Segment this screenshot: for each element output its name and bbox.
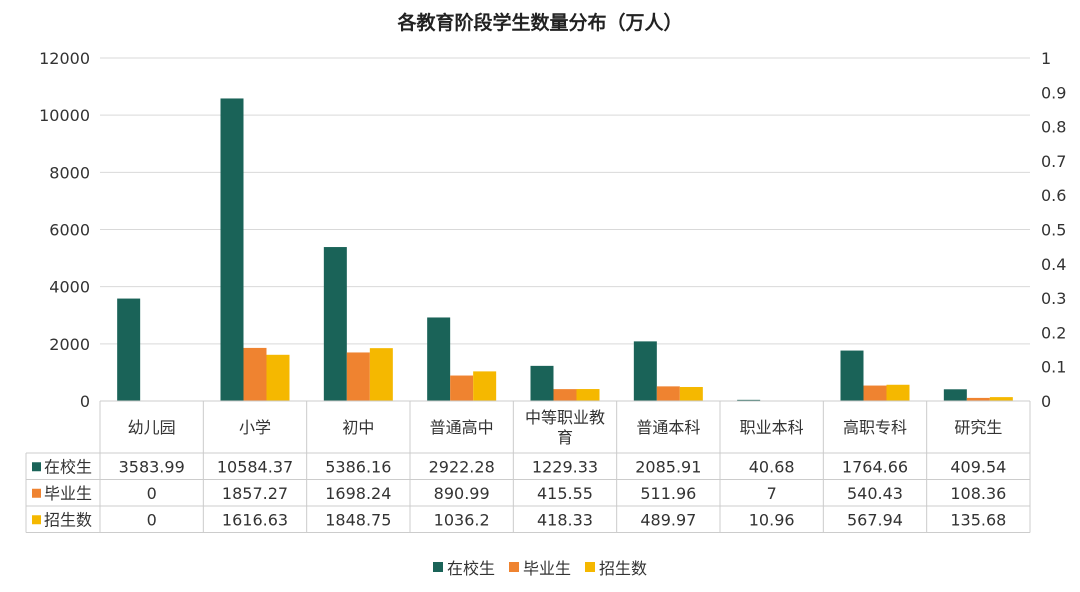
legend-label-1: 毕业生 bbox=[522, 559, 571, 578]
table-cell: 5386.16 bbox=[325, 457, 391, 476]
table-cell: 2085.91 bbox=[635, 457, 701, 476]
bar-1[interactable] bbox=[243, 347, 267, 401]
y-left-tick-label: 0 bbox=[80, 392, 90, 411]
legend: 在校生 毕业生 招生数 bbox=[0, 555, 1080, 579]
category-label: 初中 bbox=[342, 418, 374, 437]
y-left-tick-label: 4000 bbox=[49, 278, 90, 297]
bar-0[interactable] bbox=[530, 365, 554, 401]
bar-2[interactable] bbox=[679, 386, 703, 401]
chart-title: 各教育阶段学生数量分布（万人） bbox=[397, 12, 683, 34]
legend-swatch-0 bbox=[432, 562, 443, 572]
category-label: 幼儿园 bbox=[128, 418, 176, 437]
legend-label-2: 招生数 bbox=[599, 559, 648, 578]
table-cell: 40.68 bbox=[749, 457, 795, 476]
bar-0[interactable] bbox=[633, 341, 657, 401]
bar-2[interactable] bbox=[989, 397, 1013, 401]
table-cell: 135.68 bbox=[950, 510, 1006, 529]
row-header-1: 毕业生 bbox=[44, 484, 92, 503]
bar-1[interactable] bbox=[966, 397, 990, 401]
y-right-tick-label: 0.8 bbox=[1041, 118, 1066, 137]
y-right-tick-label: 0.4 bbox=[1041, 255, 1066, 274]
bar-2[interactable] bbox=[886, 384, 910, 401]
table-cell: 409.54 bbox=[950, 457, 1006, 476]
table-cell: 1764.66 bbox=[842, 457, 908, 476]
bar-0[interactable] bbox=[840, 350, 864, 401]
table-cell: 3583.99 bbox=[119, 457, 185, 476]
legend-label-0: 在校生 bbox=[446, 559, 495, 578]
category-label: 高职专科 bbox=[843, 418, 907, 437]
legend-item-0[interactable]: 在校生 bbox=[432, 555, 495, 579]
bar-2[interactable] bbox=[576, 389, 600, 401]
table-cell: 1036.2 bbox=[434, 510, 490, 529]
y-left-tick-label: 12000 bbox=[39, 49, 90, 68]
category-label: 中等职业教 bbox=[525, 408, 605, 427]
table-cell: 0 bbox=[147, 510, 157, 529]
table-cell: 10.96 bbox=[749, 510, 795, 529]
row-swatch-1 bbox=[32, 488, 41, 498]
axes: 0 2000 4000 6000 8000 10000 12000 0 0.1 0.2 0.3 0.4… bbox=[39, 49, 1066, 411]
row-swatch-0 bbox=[32, 462, 41, 472]
table-cell: 108.36 bbox=[950, 484, 1006, 503]
table-cell: 511.96 bbox=[640, 484, 696, 503]
y-left-tick-label: 10000 bbox=[39, 106, 90, 125]
y-right-tick-label: 0.7 bbox=[1041, 152, 1066, 171]
table-cell: 418.33 bbox=[537, 510, 593, 529]
bar-0[interactable] bbox=[737, 399, 761, 401]
legend-item-2[interactable]: 招生数 bbox=[585, 555, 647, 579]
row-header-0: 在校生 bbox=[44, 457, 92, 476]
bar-2[interactable] bbox=[369, 348, 393, 401]
y-right-tick-label: 0.5 bbox=[1041, 221, 1066, 240]
bar-0[interactable] bbox=[117, 298, 141, 401]
bar-1[interactable] bbox=[863, 385, 887, 401]
category-label: 普通高中 bbox=[430, 418, 494, 437]
table-cell: 7 bbox=[767, 484, 777, 503]
table-cell: 10584.37 bbox=[217, 457, 293, 476]
bar-1[interactable] bbox=[450, 375, 474, 401]
table-cell: 489.97 bbox=[640, 510, 696, 529]
table-cell: 890.99 bbox=[434, 484, 490, 503]
table-cell: 567.94 bbox=[847, 510, 903, 529]
bar-2[interactable] bbox=[473, 371, 497, 401]
bar-0[interactable] bbox=[220, 98, 244, 401]
bar-0[interactable] bbox=[427, 317, 451, 401]
table-cell: 540.43 bbox=[847, 484, 903, 503]
bar-0[interactable] bbox=[943, 389, 967, 401]
row-swatch-2 bbox=[32, 515, 41, 525]
legend-swatch-2 bbox=[585, 562, 595, 572]
bar-0[interactable] bbox=[323, 247, 347, 401]
y-right-tick-label: 0 bbox=[1041, 392, 1051, 411]
legend-item-1[interactable]: 毕业生 bbox=[508, 555, 571, 579]
y-right-tick-label: 0.2 bbox=[1041, 323, 1066, 342]
category-label: 小学 bbox=[239, 418, 271, 437]
y-right-tick-label: 0.3 bbox=[1041, 289, 1066, 308]
y-right-tick-label: 1 bbox=[1041, 49, 1051, 68]
table-cell: 1616.63 bbox=[222, 510, 288, 529]
table-cell: 0 bbox=[147, 484, 157, 503]
y-right-tick-label: 0.1 bbox=[1041, 358, 1066, 377]
y-left-tick-label: 2000 bbox=[49, 335, 90, 354]
table-cell: 1698.24 bbox=[325, 484, 391, 503]
row-header-2: 招生数 bbox=[44, 510, 92, 529]
y-left-tick-label: 8000 bbox=[49, 163, 90, 182]
category-label: 普通本科 bbox=[636, 418, 700, 437]
category-label: 研究生 bbox=[954, 418, 1002, 437]
table-cell: 415.55 bbox=[537, 484, 593, 503]
table-cell: 1229.33 bbox=[532, 457, 598, 476]
bar-2[interactable] bbox=[266, 354, 290, 401]
table-cell: 2922.28 bbox=[429, 457, 495, 476]
table-cell: 1848.75 bbox=[325, 510, 391, 529]
category-label: 育 bbox=[557, 428, 573, 447]
y-right-tick-label: 0.9 bbox=[1041, 83, 1066, 102]
y-left-tick-label: 6000 bbox=[49, 221, 90, 240]
bars bbox=[117, 98, 1013, 401]
legend-swatch-1 bbox=[508, 562, 519, 572]
table-cell: 1857.27 bbox=[222, 484, 288, 503]
bar-1[interactable] bbox=[346, 352, 370, 401]
y-right-tick-label: 0.6 bbox=[1041, 186, 1066, 205]
bar-1[interactable] bbox=[553, 389, 577, 401]
category-label: 职业本科 bbox=[740, 418, 804, 437]
bar-1[interactable] bbox=[656, 386, 680, 401]
